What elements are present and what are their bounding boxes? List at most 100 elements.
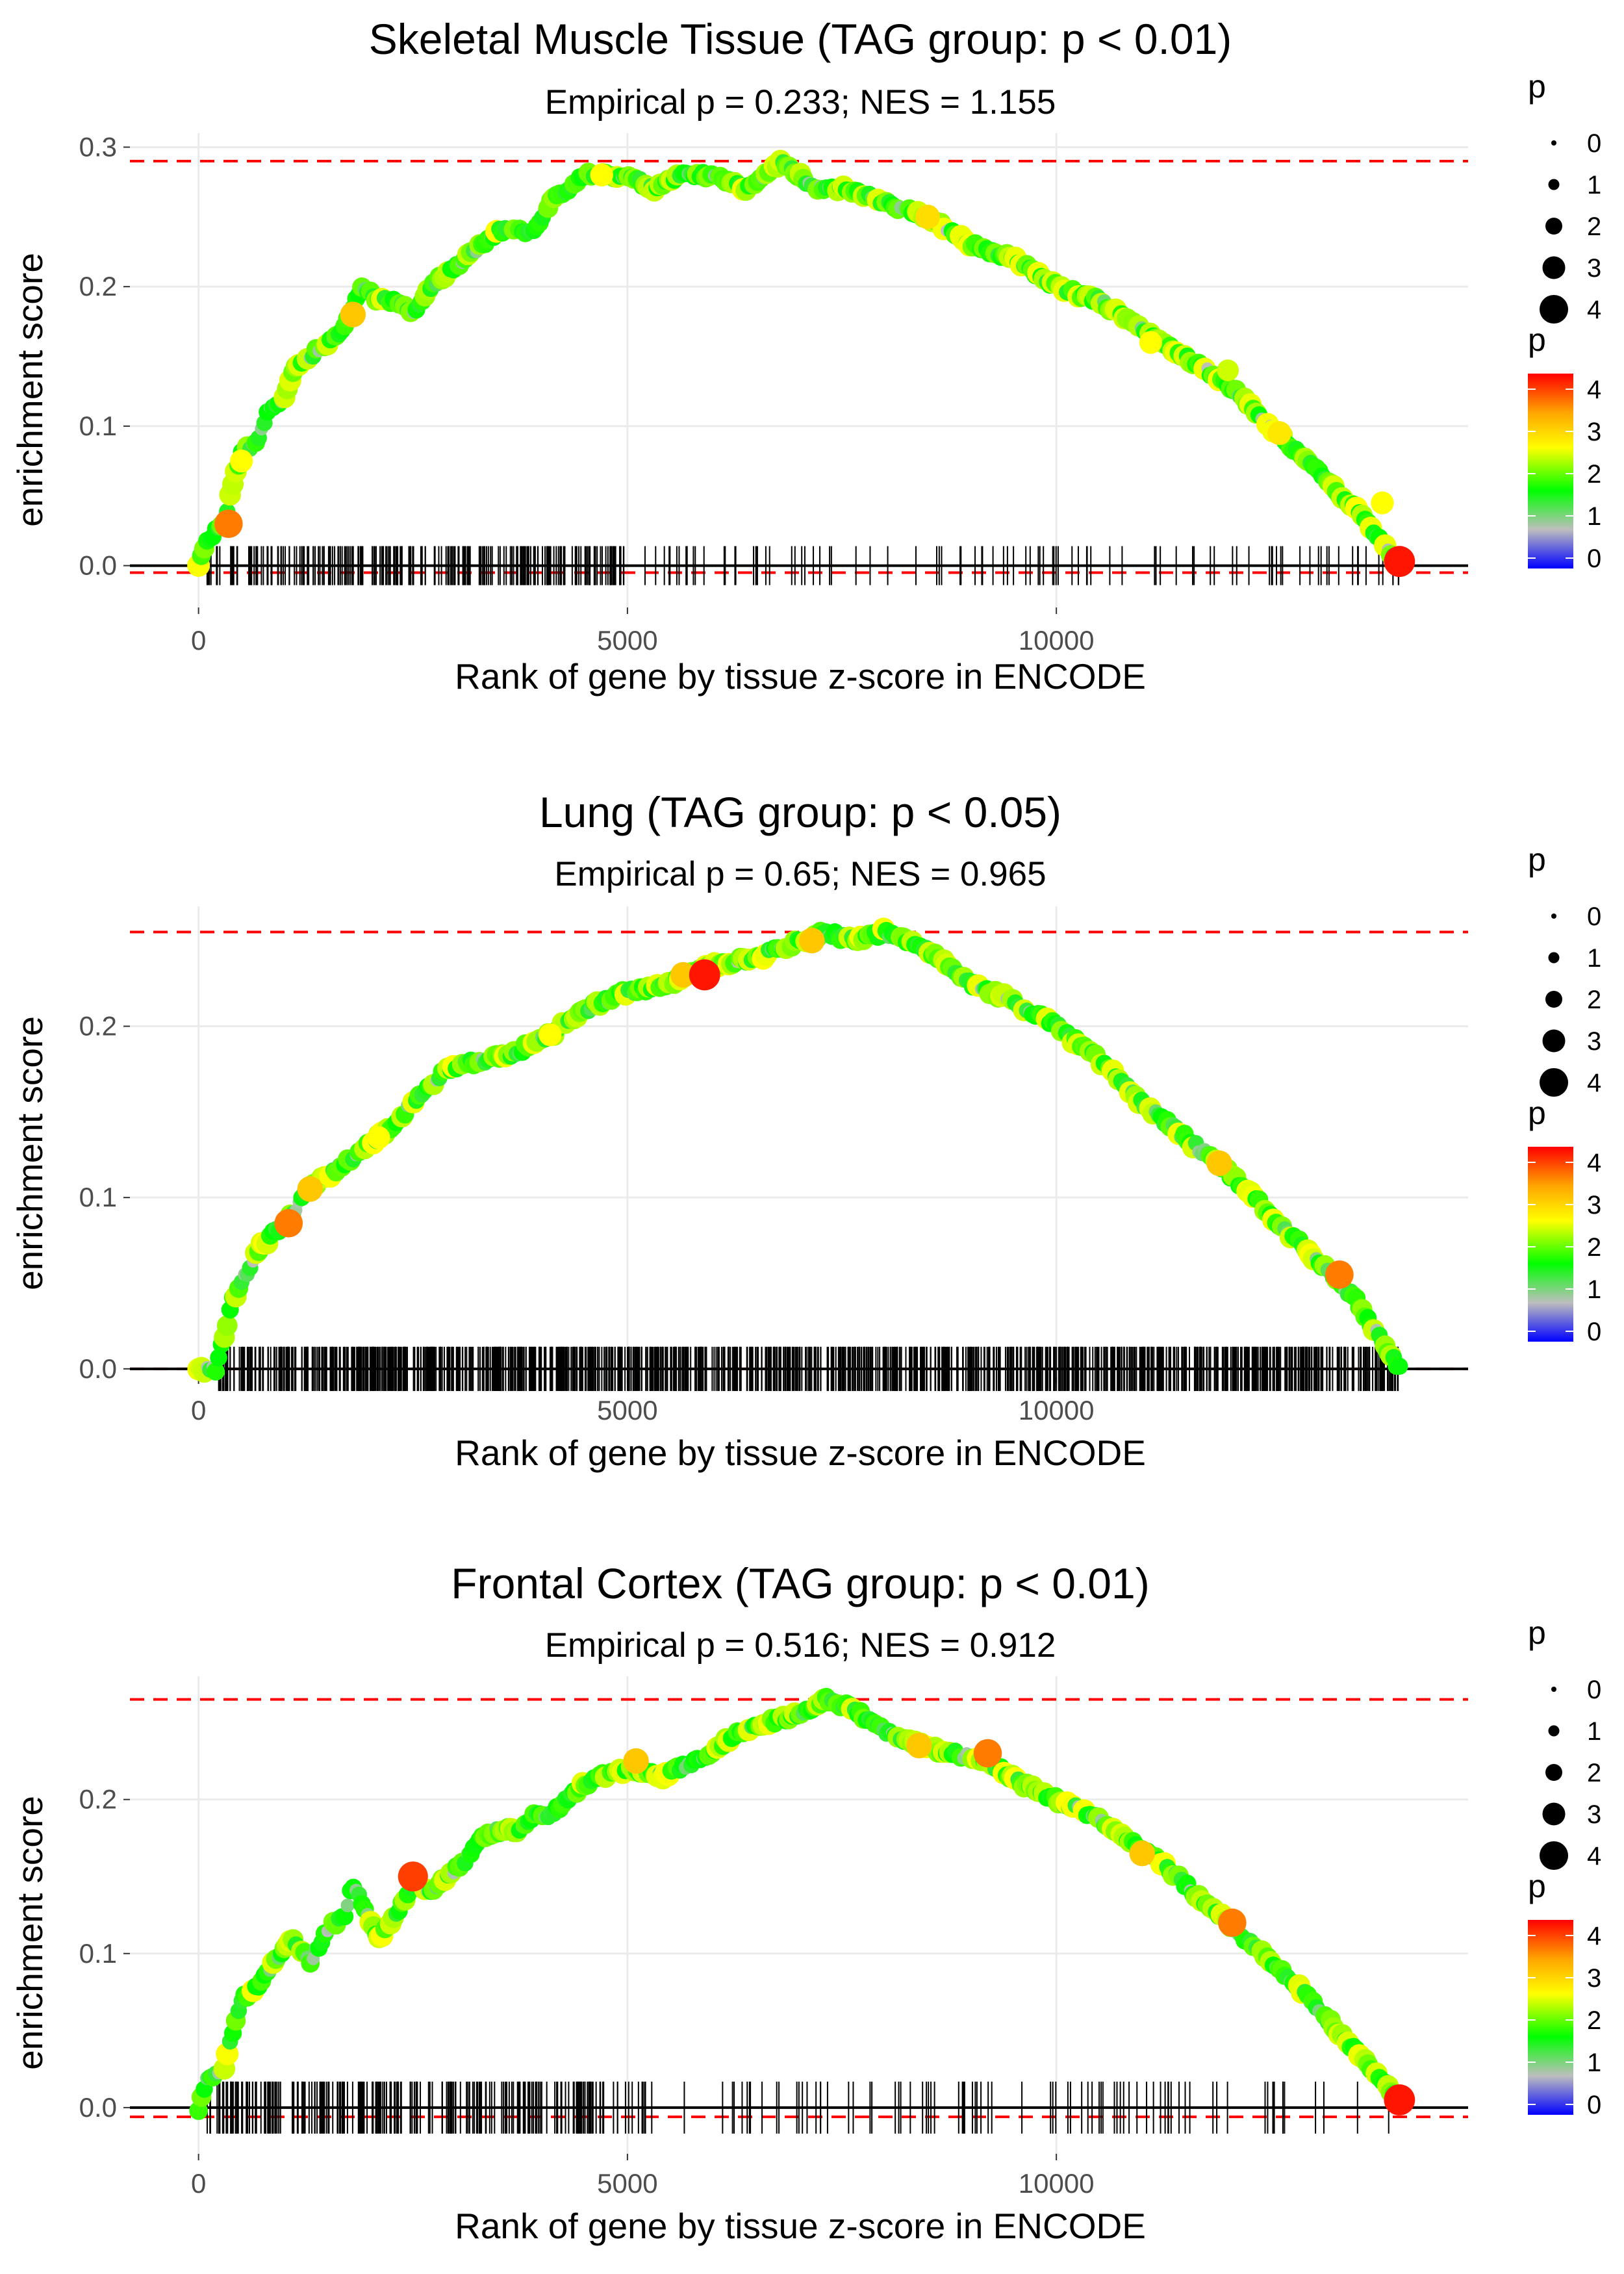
x-tick-label: 5000 [597,625,657,656]
size-legend-label: 1 [1587,171,1601,199]
size-legend-key [1540,295,1568,324]
size-legend-label: 3 [1587,1800,1601,1829]
highlight-point [367,1126,390,1149]
size-legend-key [1545,1764,1562,1781]
panel-2-title: Lung (TAG group: p < 0.05) [539,788,1061,836]
x-tick-label: 0 [191,1395,206,1425]
size-legend-label: 1 [1587,1717,1601,1746]
highlight-point [1217,359,1239,381]
highlight-point [539,1023,562,1047]
size-legend-label: 3 [1587,1027,1601,1056]
color-legend-label: 0 [1587,2091,1601,2119]
size-legend-key [1545,991,1562,1008]
highlight-point [915,204,940,229]
highlight-point [340,301,366,327]
highlight-point [398,1861,428,1892]
size-legend-key [1551,1687,1556,1692]
y-tick-label: 0.0 [79,2092,117,2123]
highlight-point [1218,1908,1247,1937]
panel-1-title: Skeletal Muscle Tissue (TAG group: p < 0… [369,15,1232,63]
x-tick-label: 0 [191,2168,206,2199]
color-legend-title: p [1528,322,1546,358]
highlight-point [799,928,825,954]
highlight-point [1139,331,1163,354]
panel-1-legend: p 0 1 2 3 4 p 4 3 2 1 0 [1528,68,1601,573]
panel-1-grid [130,133,1468,607]
highlight-point [1384,2084,1415,2115]
data-point [336,1908,354,1926]
color-bar [1528,1147,1573,1342]
highlight-point [689,959,720,991]
panel-3-subtitle: Empirical p = 0.516; NES = 0.912 [545,1626,1056,1665]
color-legend-title: p [1528,1868,1546,1904]
data-point [207,1362,225,1381]
highlight-point [297,1176,324,1202]
highlight-point [973,1739,1002,1768]
panel-2-plot: 0 5000 10000 0.0 0.1 0.2 [79,906,1468,1425]
color-legend-label: 0 [1587,1318,1601,1346]
size-legend-key [1542,1802,1566,1826]
y-tick-label: 0.2 [79,1011,117,1041]
size-legend-title: p [1528,1615,1546,1651]
x-tick-label: 10000 [1019,625,1095,656]
size-legend-label: 4 [1587,296,1601,324]
size-legend-key [1542,256,1566,279]
panel-1-xlabel: Rank of gene by tissue z-score in ENCODE [455,656,1146,696]
highlight-point [1384,546,1415,578]
size-legend-key [1548,179,1560,190]
color-legend-label: 3 [1587,418,1601,446]
size-legend-title: p [1528,68,1546,105]
size-legend-key [1548,1725,1560,1737]
size-legend-key [1548,952,1560,964]
y-tick-label: 0.0 [79,550,117,581]
size-legend-key [1545,218,1562,235]
panel-3: Frontal Cortex (TAG group: p < 0.01) Emp… [10,1559,1468,2246]
highlight-point [623,1748,649,1774]
panel-2-ylabel: enrichment score [10,1016,50,1290]
color-legend-label: 2 [1587,460,1601,489]
y-tick-label: 0.0 [79,1353,117,1384]
highlight-point [1206,1150,1232,1177]
panel-2-legend: p 0 1 2 3 4 p 4 3 2 1 0 [1528,841,1601,1346]
panel-1: Skeletal Muscle Tissue (TAG group: p < 0… [10,15,1468,696]
size-legend-label: 3 [1587,254,1601,283]
data-point [340,1898,355,1913]
size-legend-label: 4 [1587,1069,1601,1097]
y-tick-label: 0.1 [79,1182,117,1212]
color-legend-label: 4 [1587,1922,1601,1950]
highlight-point [1325,1260,1354,1289]
panel-3-points [189,1687,1415,2120]
color-legend-label: 4 [1587,1149,1601,1177]
size-legend-key [1551,913,1556,919]
highlight-point [274,1208,303,1238]
highlight-point [906,1732,932,1759]
panel-3-ylabel: enrichment score [10,1796,50,2070]
panel-1-points [187,149,1415,578]
size-legend-label: 0 [1587,129,1601,158]
panel-3-plot: 0 5000 10000 0.0 0.1 0.2 [79,1676,1468,2199]
highlight-point [1371,491,1394,515]
panel-1-ylabel: enrichment score [10,253,50,527]
y-tick-label: 0.2 [79,1784,117,1815]
size-legend-label: 4 [1587,1842,1601,1871]
panel-2-subtitle: Empirical p = 0.65; NES = 0.965 [554,855,1046,893]
panel-3-legend: p 0 1 2 3 4 p 4 3 2 1 0 [1528,1615,1601,2119]
data-point [216,1315,238,1336]
panel-2-grid [130,906,1468,1377]
panel-1-plot: 0 5000 10000 0.0 0.1 0.2 0.3 [79,131,1468,656]
highlight-point [1129,1840,1155,1867]
color-legend-title: p [1528,1095,1546,1131]
panel-2-xlabel: Rank of gene by tissue z-score in ENCODE [455,1433,1146,1473]
size-legend-label: 0 [1587,1676,1601,1704]
x-tick-label: 5000 [597,1395,657,1425]
panel-2-points [187,917,1408,1383]
highlight-point [590,163,613,187]
highlight-point [670,962,696,988]
size-legend-label: 0 [1587,902,1601,931]
color-legend-label: 2 [1587,2006,1601,2035]
data-point [1391,1357,1408,1375]
size-legend-label: 2 [1587,1759,1601,1787]
y-tick-label: 0.3 [79,131,117,162]
highlight-point [230,449,253,473]
